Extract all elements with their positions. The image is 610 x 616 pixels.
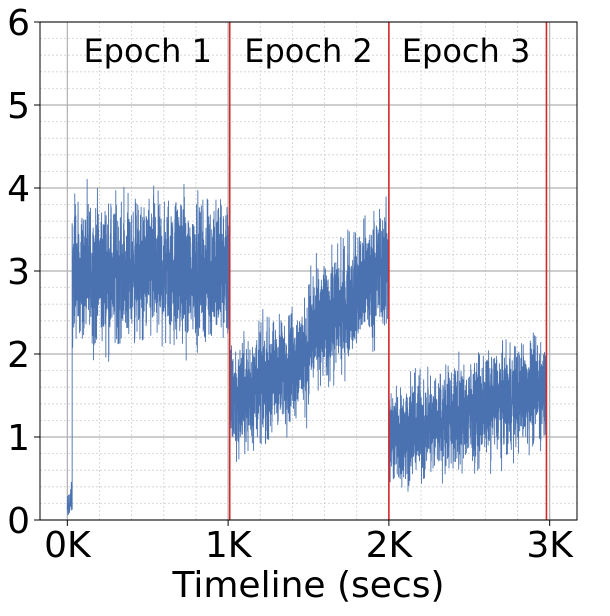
y-tick-label: 6 [7, 3, 30, 44]
epoch-label-3: Epoch 3 [402, 32, 531, 70]
y-tick-label: 3 [7, 252, 30, 293]
y-axis-ticks: 0 1 2 3 4 5 6 [7, 3, 40, 542]
data-series [66, 178, 547, 516]
x-tick-label: 3K [526, 525, 574, 566]
epoch-label-2: Epoch 2 [244, 32, 373, 70]
x-tick-label: 0K [44, 525, 92, 566]
epoch-boundaries [228, 22, 548, 520]
x-tick-label: 2K [366, 525, 414, 566]
series-line [66, 178, 547, 516]
y-tick-label: 2 [7, 335, 30, 376]
y-tick-label: 0 [7, 501, 30, 542]
y-tick-label: 4 [7, 169, 30, 210]
epoch-labels: Epoch 1 Epoch 2 Epoch 3 [83, 32, 530, 70]
epoch-label-1: Epoch 1 [83, 32, 212, 70]
y-tick-label: 5 [7, 86, 30, 127]
x-axis-title: Timeline (secs) [171, 565, 444, 606]
x-tick-label: 1K [205, 525, 253, 566]
y-tick-label: 1 [7, 418, 30, 459]
x-axis-ticks: 0K 1K 2K 3K [44, 520, 574, 566]
